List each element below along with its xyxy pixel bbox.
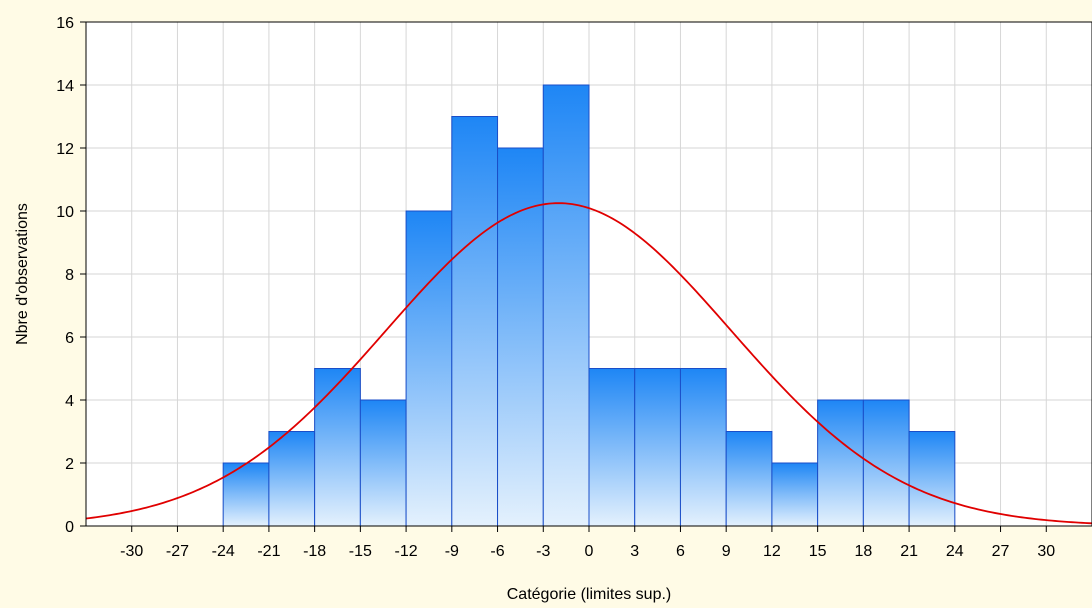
histogram-bar xyxy=(268,431,316,527)
x-tick-label: -15 xyxy=(349,543,372,560)
histogram-bar xyxy=(314,368,361,527)
histogram-bar xyxy=(222,462,270,527)
x-tick-label: -6 xyxy=(490,543,504,560)
histogram-bar xyxy=(771,462,819,527)
x-tick-label: 3 xyxy=(630,543,639,560)
x-tick-label: -9 xyxy=(445,543,459,560)
y-tick-label: 4 xyxy=(65,393,74,410)
y-tick-label: 6 xyxy=(65,330,74,347)
y-tick-label: 16 xyxy=(56,15,74,32)
x-axis-title: Catégorie (limites sup.) xyxy=(507,586,672,603)
y-tick-label: 10 xyxy=(56,204,74,221)
y-tick-label: 0 xyxy=(65,519,74,536)
histogram-bar xyxy=(817,399,864,527)
histogram-bar xyxy=(908,431,956,527)
x-tick-label: 15 xyxy=(809,543,827,560)
histogram-bar xyxy=(497,147,544,527)
y-tick-labels: 0 2 4 6 8 10 12 14 16 xyxy=(56,15,74,536)
histogram-bar xyxy=(725,431,773,527)
histogram-bar xyxy=(634,368,681,527)
y-tick-label: 14 xyxy=(56,78,74,95)
histogram-bar xyxy=(679,368,727,527)
x-tick-label: -3 xyxy=(536,543,550,560)
histogram-bar xyxy=(405,210,453,527)
axes xyxy=(80,21,1092,532)
x-tick-label: 0 xyxy=(585,543,594,560)
x-tick-label: -12 xyxy=(395,543,418,560)
x-tick-label: -27 xyxy=(166,543,189,560)
histogram-bar xyxy=(588,368,636,527)
x-tick-label: -21 xyxy=(257,543,280,560)
y-tick-label: 12 xyxy=(56,141,74,158)
y-tick-label: 8 xyxy=(65,267,74,284)
x-tick-label: 18 xyxy=(854,543,872,560)
x-tick-label: -18 xyxy=(303,543,326,560)
histogram-bar xyxy=(542,84,590,527)
y-axis-title: Nbre d'observations xyxy=(14,203,31,345)
x-tick-label: 6 xyxy=(676,543,685,560)
normal-curve xyxy=(85,202,1092,525)
x-tick-label: 12 xyxy=(763,543,781,560)
histogram-bar xyxy=(359,399,407,527)
x-tick-label: 21 xyxy=(900,543,918,560)
histogram-bar xyxy=(451,116,499,527)
x-tick-label: 9 xyxy=(722,543,731,560)
x-tick-label: -24 xyxy=(212,543,235,560)
x-tick-labels: -30 -27 -24 -21 -18 -15 -12 -9 -6 -3 0 3 6 9 12 15 18 21 2… xyxy=(120,543,1055,560)
x-tick-label: 24 xyxy=(946,543,964,560)
x-tick-label: 27 xyxy=(992,543,1010,560)
x-tick-label: 30 xyxy=(1037,543,1055,560)
y-tick-label: 2 xyxy=(65,456,74,473)
x-tick-label: -30 xyxy=(120,543,143,560)
